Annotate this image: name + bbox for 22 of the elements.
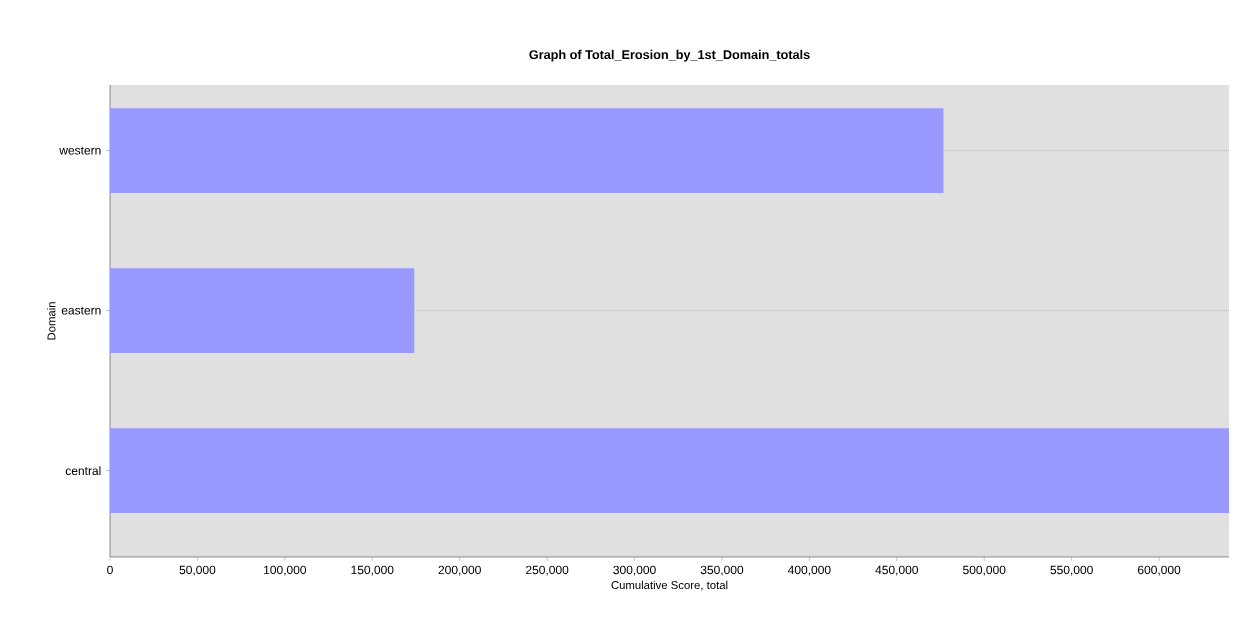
- x-tick-label: 0: [107, 565, 113, 575]
- bar: [110, 428, 1229, 513]
- y-tick-label: eastern: [61, 306, 101, 315]
- x-tick-label: 600,000: [1137, 565, 1181, 576]
- x-tick-label: 350,000: [700, 565, 744, 576]
- bar: [110, 268, 415, 353]
- x-tick-label: 450,000: [875, 565, 919, 576]
- x-tick-label: 150,000: [351, 565, 394, 576]
- x-tick-label: 200,000: [438, 565, 481, 576]
- x-tick-label: 300,000: [613, 565, 656, 576]
- x-tick-label: 250,000: [526, 565, 569, 576]
- y-tick-label: central: [65, 466, 101, 476]
- chart-title: Graph of Total_Erosion_by_1st_Domain_totals: [529, 49, 810, 62]
- x-tick-label: 100,000: [264, 565, 307, 576]
- x-tick-label: 50,000: [179, 565, 216, 576]
- x-tick-label: 550,000: [1050, 565, 1093, 576]
- x-tick-label: 500,000: [963, 565, 1006, 576]
- y-axis-title: Domain: [47, 302, 56, 340]
- y-tick-label: western: [59, 146, 101, 155]
- x-tick-label: 400,000: [787, 565, 831, 576]
- bar: [110, 108, 944, 193]
- x-axis-title: Cumulative Score, total: [611, 580, 728, 591]
